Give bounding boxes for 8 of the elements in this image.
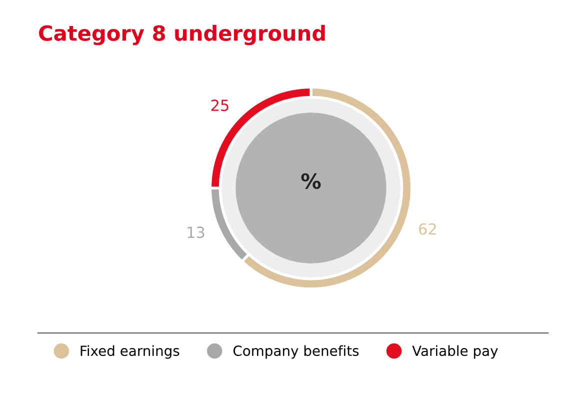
chart-title: Category 8 underground xyxy=(39,24,325,46)
data-label: 62 xyxy=(418,223,436,235)
text: % xyxy=(301,173,321,189)
legend-label: Variable pay xyxy=(412,345,498,359)
legend-label: Company benefits xyxy=(233,345,359,359)
data-label: 13 xyxy=(188,226,204,238)
legend-label: Fixed earnings xyxy=(80,345,180,359)
data-label: 25 xyxy=(211,100,228,112)
